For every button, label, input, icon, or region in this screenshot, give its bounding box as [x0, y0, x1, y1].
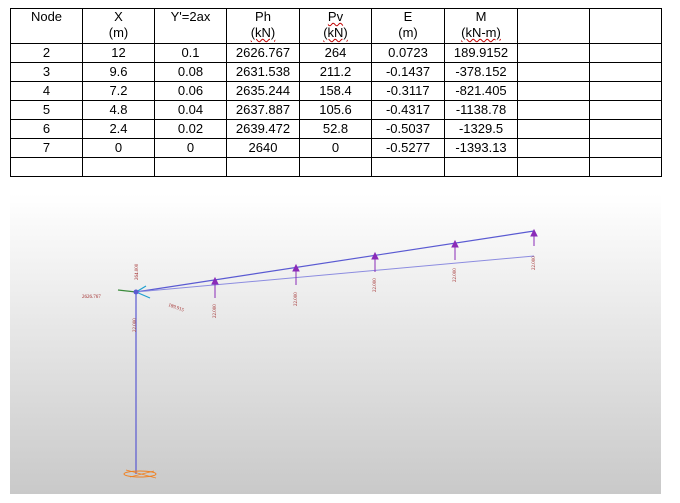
table-cell: 0.02: [154, 119, 227, 139]
table-cell: 0: [154, 138, 227, 158]
table-cell: 9.6: [82, 62, 155, 82]
table-cell: 0.04: [154, 100, 227, 120]
horizontal-reaction-label: 2626.767: [82, 295, 101, 300]
results-table: Node X (m) Y'=2ax Ph (kN) Pv (kN) E (m) M (kN…: [10, 8, 662, 177]
table-cell: [299, 157, 372, 177]
table-cell: 7.2: [82, 81, 155, 101]
table-cell: [371, 157, 445, 177]
table-cell: [517, 43, 590, 63]
table-cell: 0.0723: [371, 43, 445, 63]
top-reaction-label: 264.000: [135, 263, 140, 280]
table-cell: [589, 119, 662, 139]
table-cell: 6: [10, 119, 83, 139]
table-cell: 3: [10, 62, 83, 82]
table-cell: [517, 100, 590, 120]
table-cell: 2.4: [82, 119, 155, 139]
table-cell: [517, 62, 590, 82]
header-slope: Y'=2ax: [154, 8, 227, 44]
header-empty-1: [517, 8, 590, 44]
table-cell: [226, 157, 300, 177]
header-m: M (kN-m): [444, 8, 518, 44]
table-row: [10, 157, 662, 177]
support-icon: [123, 469, 157, 479]
header-e: E (m): [371, 8, 445, 44]
table-cell: [589, 138, 662, 158]
table-cell: 0.08: [154, 62, 227, 82]
table-cell: -1329.5: [444, 119, 518, 139]
table-row: 4 7.2 0.06 2635.244 158.4 -0.3117 -821.405: [10, 81, 662, 101]
table-cell: 2635.244: [226, 81, 300, 101]
table-cell: [517, 81, 590, 101]
arch-top-member: [135, 230, 535, 293]
load-label-1: 22.000: [213, 304, 218, 318]
table-row: 7 0 0 2640 0 -0.5277 -1393.13: [10, 138, 662, 158]
table-cell: -821.405: [444, 81, 518, 101]
table-cell: 189.9152: [444, 43, 518, 63]
table-cell: 211.2: [299, 62, 372, 82]
table-cell: [517, 138, 590, 158]
table-cell: 12: [82, 43, 155, 63]
table-cell: 2640: [226, 138, 300, 158]
viewport-background: [10, 194, 661, 494]
header-ph: Ph (kN): [226, 8, 300, 44]
table-cell: 0.1: [154, 43, 227, 63]
table-cell: [589, 81, 662, 101]
table-cell: 2637.887: [226, 100, 300, 120]
table-cell: -378.152: [444, 62, 518, 82]
table-cell: -0.5277: [371, 138, 445, 158]
header-x: X (m): [82, 8, 155, 44]
table-body: 2 12 0.1 2626.767 264 0.0723 189.9152 3 9.6 0.08 2…: [10, 43, 662, 177]
table-cell: 0.06: [154, 81, 227, 101]
header-empty-2: [589, 8, 662, 44]
table-row: 2 12 0.1 2626.767 264 0.0723 189.9152: [10, 43, 662, 63]
arch-bottom-member: [135, 255, 535, 293]
table-cell: [517, 157, 590, 177]
table-cell: 264: [299, 43, 372, 63]
table-cell: [589, 43, 662, 63]
table-cell: 5: [10, 100, 83, 120]
table-cell: [444, 157, 518, 177]
structural-model-view: 264.000 2626.767 189.915 22.000 22.000 2…: [10, 194, 661, 494]
column-load-label: 22.000: [133, 318, 138, 332]
table-cell: 2: [10, 43, 83, 63]
table-row: 5 4.8 0.04 2637.887 105.6 -0.4317 -1138.78: [10, 100, 662, 120]
header-row: Node X (m) Y'=2ax Ph (kN) Pv (kN) E (m) M (kN…: [10, 8, 662, 44]
load-label-5: 22.000: [532, 256, 537, 270]
load-arrows: [211, 228, 538, 298]
table-cell: 158.4: [299, 81, 372, 101]
table-cell: 2626.767: [226, 43, 300, 63]
header-pv: Pv (kN): [299, 8, 372, 44]
table-cell: -1138.78: [444, 100, 518, 120]
table-cell: -0.3117: [371, 81, 445, 101]
table-cell: [154, 157, 227, 177]
table-cell: -0.1437: [371, 62, 445, 82]
table-cell: 52.8: [299, 119, 372, 139]
table-cell: 2631.538: [226, 62, 300, 82]
table-cell: 4: [10, 81, 83, 101]
table-cell: 0: [82, 138, 155, 158]
table-cell: 4.8: [82, 100, 155, 120]
table-cell: 0: [299, 138, 372, 158]
load-label-3: 22.000: [373, 278, 378, 292]
table-cell: 7: [10, 138, 83, 158]
table-cell: -0.4317: [371, 100, 445, 120]
table-row: 6 2.4 0.02 2639.472 52.8 -0.5037 -1329.5: [10, 119, 662, 139]
table-cell: [589, 157, 662, 177]
table-cell: -0.5037: [371, 119, 445, 139]
load-label-2: 22.000: [294, 292, 299, 306]
moment-label: 189.915: [167, 303, 184, 313]
table-cell: 2639.472: [226, 119, 300, 139]
table-row: 3 9.6 0.08 2631.538 211.2 -0.1437 -378.152: [10, 62, 662, 82]
table-cell: [10, 157, 83, 177]
table-cell: 105.6: [299, 100, 372, 120]
table-cell: [82, 157, 155, 177]
table-cell: -1393.13: [444, 138, 518, 158]
table-cell: [517, 119, 590, 139]
load-label-4: 22.000: [453, 268, 458, 282]
table-cell: [589, 100, 662, 120]
header-node: Node: [10, 8, 83, 44]
node-axes-icon: [117, 285, 151, 299]
table-cell: [589, 62, 662, 82]
